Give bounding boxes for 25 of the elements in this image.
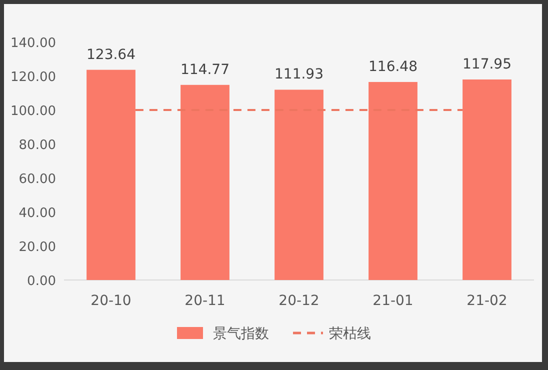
x-tick-label: 21-01 <box>372 293 414 309</box>
y-tick-label: 40.00 <box>18 206 56 221</box>
y-tick-label: 140.00 <box>10 36 56 51</box>
x-tick-label: 21-02 <box>466 293 508 309</box>
legend-label: 荣枯线 <box>329 326 371 342</box>
data-label: 123.64 <box>86 46 136 63</box>
x-tick-label: 20-11 <box>184 293 226 309</box>
bar <box>368 82 418 280</box>
x-tick-label: 20-12 <box>278 293 320 309</box>
bar <box>180 84 230 280</box>
bar <box>462 79 512 280</box>
data-label: 116.48 <box>368 58 418 75</box>
bar <box>86 70 136 280</box>
y-tick-label: 60.00 <box>18 172 56 187</box>
data-label: 111.93 <box>274 66 324 83</box>
y-tick-label: 100.00 <box>10 104 56 119</box>
data-label: 114.77 <box>180 62 230 78</box>
y-tick-label: 0.00 <box>27 274 56 289</box>
legend-label: 景气指数 <box>213 326 269 342</box>
y-tick-label: 120.00 <box>10 70 56 85</box>
data-label: 117.95 <box>462 56 512 72</box>
y-tick-label: 20.00 <box>18 240 56 255</box>
x-tick-label: 20-10 <box>90 293 132 309</box>
y-tick-label: 80.00 <box>18 138 56 153</box>
bar <box>274 90 324 280</box>
